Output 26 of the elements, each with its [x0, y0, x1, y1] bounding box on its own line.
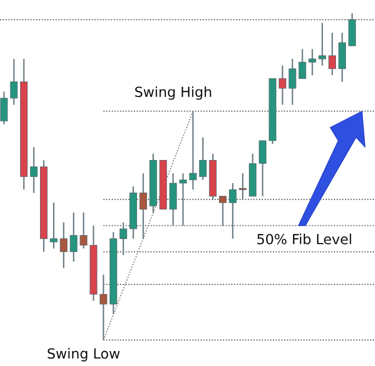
- candlestick: [50, 202, 58, 250]
- candlestick: [70, 212, 78, 262]
- candlestick: [318, 22, 326, 66]
- candlestick: [179, 172, 187, 226]
- candlestick: [308, 48, 316, 76]
- candlestick: [0, 90, 8, 125]
- candlestick: [120, 222, 128, 256]
- candlestick: [238, 172, 246, 200]
- annotation: Swing High: [135, 86, 212, 100]
- candlestick: [278, 64, 286, 106]
- candlestick: [288, 58, 296, 106]
- candlestick: [328, 32, 336, 76]
- candlestick: [10, 58, 18, 106]
- candlestick: [199, 136, 207, 181]
- candlestick: [100, 274, 108, 340]
- text: Swing Low: [48, 348, 120, 362]
- annotation: 50% Fib Level: [257, 234, 352, 244]
- candlestick: [60, 222, 68, 269]
- candlestick: [298, 48, 306, 80]
- candlestick: [80, 212, 88, 250]
- candlestick: [30, 146, 38, 194]
- candlestick: [228, 182, 237, 240]
- candlestick: [189, 110, 197, 190]
- candlestick: [139, 172, 147, 240]
- candlestick: [258, 140, 266, 197]
- candlestick: [219, 196, 227, 226]
